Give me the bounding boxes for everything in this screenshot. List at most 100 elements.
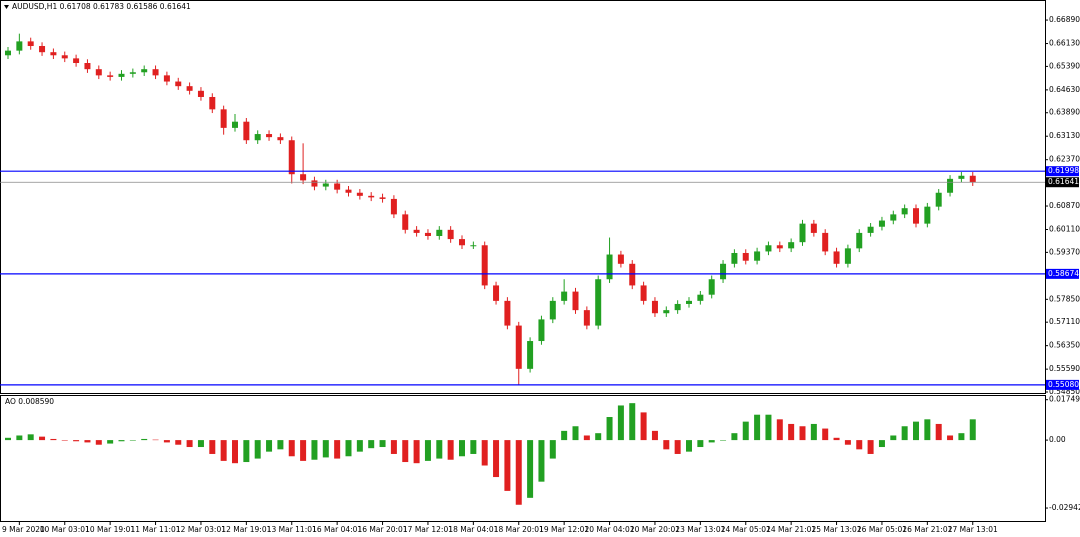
- ao-bar: [459, 440, 465, 457]
- candle-body: [561, 291, 568, 301]
- y-tick-label: 0.66890: [1049, 15, 1080, 24]
- candle-body: [822, 232, 829, 252]
- candle-body: [300, 174, 307, 181]
- ao-bar: [254, 440, 261, 459]
- candle-body: [5, 50, 11, 56]
- level-label: 0.55080: [1048, 380, 1079, 389]
- ao-bar: [958, 433, 965, 441]
- candle-body: [345, 189, 352, 193]
- candle-body: [141, 69, 148, 73]
- ao-bar: [27, 434, 34, 441]
- candle-body: [617, 254, 624, 264]
- candle-body: [209, 96, 216, 110]
- ao-bar: [436, 440, 443, 459]
- ao-bar: [765, 414, 772, 441]
- y-tick-label: 0.55590: [1049, 364, 1080, 373]
- ao-bar: [720, 440, 727, 441]
- ao-bar: [266, 440, 273, 452]
- y-tick-label: 0.56350: [1049, 341, 1080, 350]
- last-price-box: [1046, 177, 1079, 188]
- x-tick-label: 20 Mar 20:01: [630, 525, 680, 534]
- candle-body: [878, 220, 885, 227]
- ao-bar: [163, 440, 170, 443]
- candle-body: [867, 226, 874, 233]
- ao-bar: [368, 440, 375, 449]
- ao-bar: [5, 437, 11, 441]
- ao-bar: [810, 423, 817, 441]
- level-box: [1046, 268, 1079, 279]
- ao-bar: [969, 419, 976, 441]
- ao-bar: [413, 440, 420, 464]
- candle-body: [152, 69, 159, 76]
- candle-body: [890, 214, 897, 221]
- ao-bar: [833, 437, 840, 441]
- ao-bar: [617, 405, 624, 441]
- ao-bar: [107, 440, 114, 444]
- ao-bar: [788, 423, 795, 441]
- y-tick-label: 0.57850: [1049, 294, 1080, 303]
- candle-body: [924, 206, 931, 224]
- x-tick-label: 26 Mar 21:01: [902, 525, 952, 534]
- ao-bar: [84, 440, 91, 443]
- candle-body: [436, 229, 443, 236]
- ao-bar: [300, 440, 307, 461]
- candle-body: [266, 134, 273, 138]
- ao-bar: [334, 440, 341, 459]
- candle-body: [663, 310, 670, 314]
- candle-body: [254, 134, 261, 141]
- ao-bar: [527, 440, 534, 498]
- candle-body: [595, 279, 602, 326]
- candle-body: [459, 239, 465, 246]
- y-tick-label: 0.63130: [1049, 131, 1080, 140]
- x-tick-label: 13 Mar 11:01: [267, 525, 317, 534]
- ao-bar: [61, 440, 68, 441]
- candle-body: [742, 252, 749, 261]
- ao-bar: [515, 440, 522, 505]
- candle-body: [39, 46, 46, 53]
- candle-body: [947, 178, 954, 193]
- level-box: [1046, 379, 1079, 390]
- ao-bar: [175, 440, 182, 445]
- candle-body: [27, 41, 34, 47]
- candle-body: [958, 175, 965, 179]
- ao-bar: [697, 440, 704, 448]
- candle-body: [368, 195, 375, 198]
- ao-bar: [322, 440, 329, 458]
- candle-body: [84, 63, 91, 70]
- candle-body: [776, 245, 783, 249]
- y-tick-label: 0.017499: [1049, 395, 1080, 404]
- ao-bar: [595, 433, 602, 441]
- candle-body: [765, 245, 772, 252]
- candle-body: [288, 140, 295, 175]
- candle-body: [390, 198, 397, 215]
- x-tick-label: 19 Mar 12:01: [539, 525, 589, 534]
- candle-body: [493, 285, 500, 301]
- ao-bar: [549, 440, 556, 459]
- candle-body: [322, 183, 329, 187]
- ao-bar: [197, 440, 204, 448]
- candle-body: [379, 197, 386, 199]
- candle-body: [844, 248, 851, 264]
- ao-bar: [822, 428, 829, 441]
- candle-body: [95, 69, 102, 76]
- ao-bar: [776, 419, 783, 441]
- x-tick-label: 24 Mar 21:01: [766, 525, 816, 534]
- last-price-label: 0.61641: [1048, 177, 1079, 186]
- x-tick-label: 11 Mar 11:01: [131, 525, 181, 534]
- x-tick-label: 12 Mar 03:01: [176, 525, 226, 534]
- y-tick-label: 0.00: [1049, 435, 1066, 444]
- ao-bar: [277, 440, 284, 450]
- candle-body: [833, 251, 840, 264]
- x-tick-label: 10 Mar 03:01: [40, 525, 90, 534]
- x-tick-label: 25 Mar 13:01: [812, 525, 862, 534]
- ao-bar: [844, 440, 851, 445]
- candle-body: [61, 55, 68, 59]
- x-tick-label: 10 Mar 19:01: [85, 525, 135, 534]
- candle-body: [16, 41, 23, 51]
- ao-bar: [243, 440, 250, 463]
- candle-body: [424, 232, 431, 236]
- candle-body: [118, 73, 125, 77]
- dropdown-icon: [4, 5, 9, 9]
- ao-bar: [493, 440, 500, 478]
